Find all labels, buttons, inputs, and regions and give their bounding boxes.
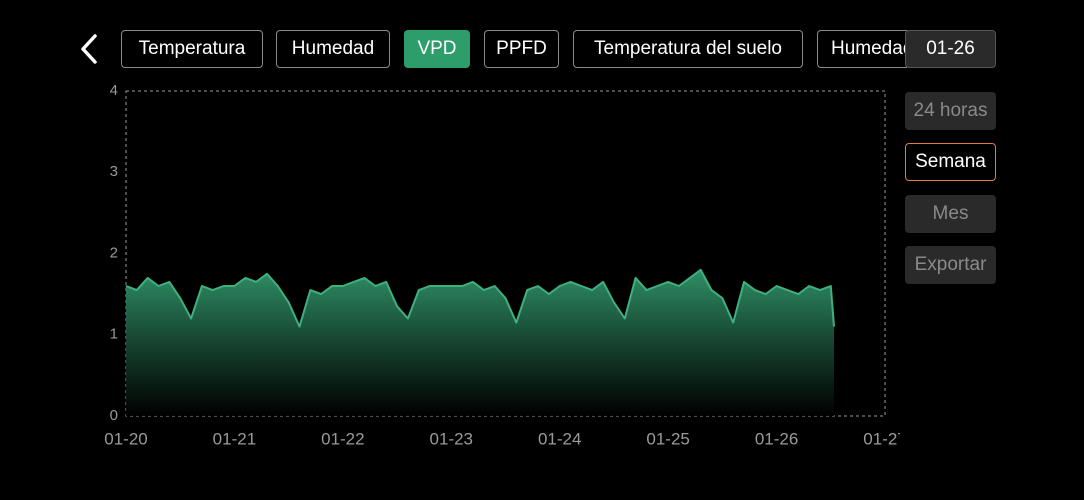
chart: 0 1 2 3 4 01-20 01-21 01-22 01-23 01-24 01-25 01-26… <box>104 82 900 449</box>
tab[interactable]: Humedad del suelo <box>817 30 907 68</box>
tab[interactable]: PPFD <box>484 30 559 68</box>
line <box>125 268 835 328</box>
x-tick-label: 01-22 <box>321 429 364 448</box>
tab-selected[interactable]: VPD <box>404 30 470 68</box>
range-button[interactable]: 24 horas <box>905 92 996 130</box>
tab[interactable]: Temperatura <box>121 30 263 68</box>
range-button[interactable]: Mes <box>905 195 996 233</box>
area <box>126 269 835 416</box>
x-tick-label: 01-24 <box>538 429 581 448</box>
x-tick-label: 01-23 <box>430 429 473 448</box>
y-tick-label: 0 <box>110 407 118 424</box>
tab[interactable]: Temperatura del suelo <box>573 30 803 68</box>
x-tick-label: 01-26 <box>755 429 798 448</box>
y-tick-label: 4 <box>110 82 118 99</box>
x-tick-label: 01-27 <box>863 429 900 448</box>
range-button-selected[interactable]: Semana <box>905 143 996 181</box>
x-tick-label: 01-25 <box>646 429 689 448</box>
y-tick-label: 3 <box>110 163 118 180</box>
x-tick-label: 01-20 <box>104 429 147 448</box>
tab[interactable]: Humedad <box>276 30 390 68</box>
y-tick-label: 2 <box>110 244 118 261</box>
plot-border <box>125 90 886 417</box>
y-tick-label: 1 <box>110 326 118 343</box>
export-button[interactable]: Exportar <box>905 246 996 284</box>
back-button[interactable] <box>76 33 102 65</box>
date-button[interactable]: 01-26 <box>905 30 996 68</box>
x-tick-label: 01-21 <box>213 429 256 448</box>
